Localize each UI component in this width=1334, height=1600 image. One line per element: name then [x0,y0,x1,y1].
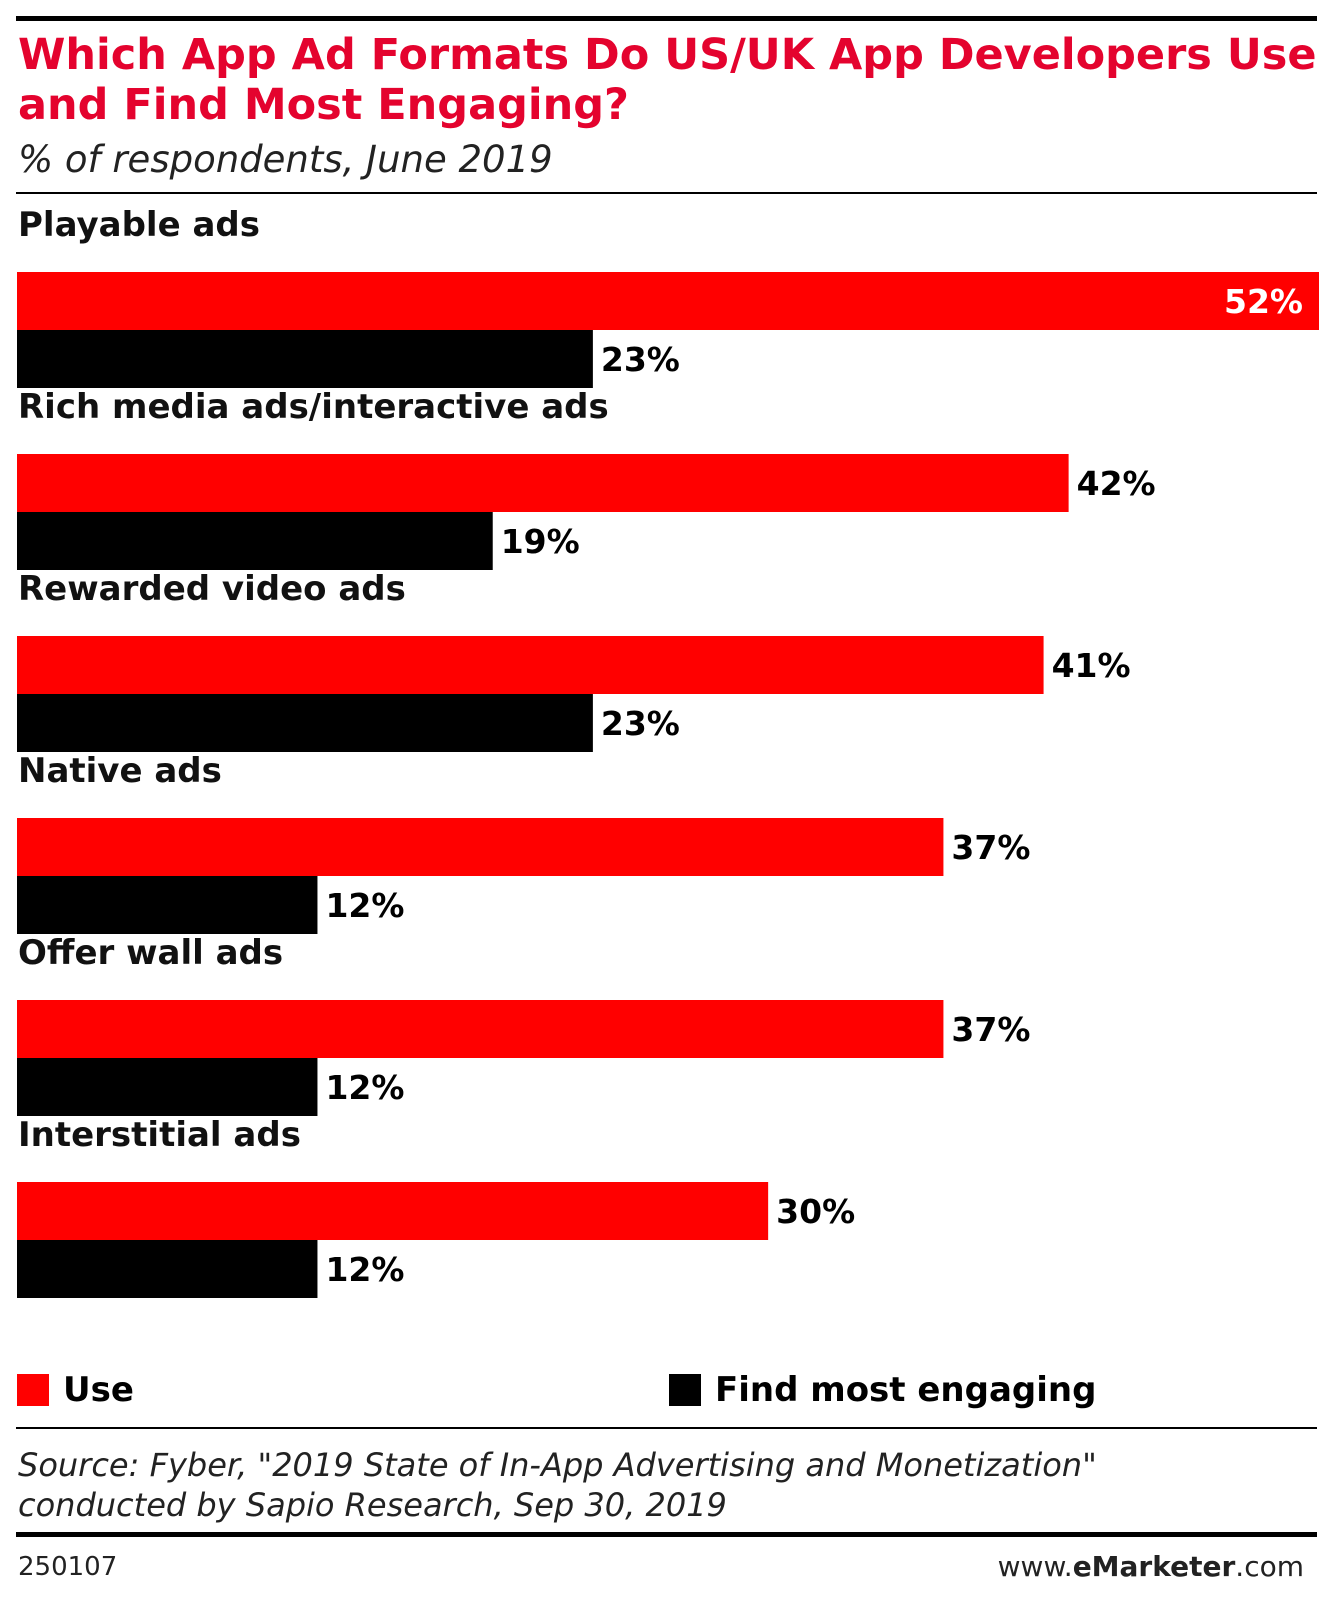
category-label-offer-wall-ads: Offer wall ads [18,933,283,973]
bar-find-most-engaging-native-ads [17,876,318,934]
brand-prefix: www. [997,1550,1073,1583]
legend-use: Use [17,1370,134,1410]
top-rule [16,16,1317,21]
category-label-playable-ads: Playable ads [18,205,260,245]
source-line-2: conducted by Sapio Research, Sep 30, 201… [18,1486,727,1524]
value-label-use-rewarded-video-ads: 41% [1052,646,1131,685]
chart-subtitle: % of respondents, June 2019 [18,138,553,181]
bar-use-native-ads [17,818,944,876]
bar-find-most-engaging-rewarded-video-ads [17,694,593,752]
value-label-find-most-engaging-native-ads: 12% [325,886,404,925]
bar-use-playable-ads [17,272,1319,330]
header-rule [16,192,1317,194]
value-label-use-native-ads: 37% [951,828,1030,867]
bar-use-rich-media-ads-interactive-ads [17,454,1069,512]
brand-url: www.eMarketer.com [998,1550,1304,1583]
chart-id: 250107 [18,1552,118,1582]
value-label-use-playable-ads: 52% [1224,282,1303,321]
bar-use-interstitial-ads [17,1182,769,1240]
footer-rule [16,1532,1317,1537]
category-label-native-ads: Native ads [18,751,222,791]
category-label-rich-media-ads-interactive-ads: Rich media ads/interactive ads [18,387,609,427]
chart-title: Which App Ad Formats Do US/UK App Develo… [18,30,1317,130]
bar-find-most-engaging-interstitial-ads [17,1240,318,1298]
value-label-find-most-engaging-offer-wall-ads: 12% [325,1068,404,1107]
legend-swatch-use [17,1374,49,1406]
bar-find-most-engaging-offer-wall-ads [17,1058,318,1116]
value-label-find-most-engaging-playable-ads: 23% [601,340,680,379]
legend-engaging: Find most engaging [669,1370,1096,1410]
value-label-find-most-engaging-interstitial-ads: 12% [325,1250,404,1289]
legend-swatch-engaging [669,1374,701,1406]
source-note: Source: Fyber, "2019 State of In-App Adv… [18,1445,1097,1525]
source-rule [16,1427,1317,1429]
value-label-find-most-engaging-rich-media-ads-interactive-ads: 19% [501,522,580,561]
brand-suffix: .com [1235,1550,1304,1583]
legend-label-engaging: Find most engaging [715,1370,1097,1410]
category-label-interstitial-ads: Interstitial ads [18,1115,301,1155]
brand-name: eMarketer [1072,1550,1236,1583]
category-label-rewarded-video-ads: Rewarded video ads [18,569,406,609]
bar-chart: Playable ads 52% 23% Rich media ads/interac… [17,205,1319,1298]
bar-find-most-engaging-rich-media-ads-interactive-ads [17,512,493,570]
legend-label-use: Use [63,1370,134,1410]
value-label-use-interstitial-ads: 30% [776,1192,855,1231]
value-label-use-rich-media-ads-interactive-ads: 42% [1077,464,1156,503]
bar-use-rewarded-video-ads [17,636,1044,694]
value-label-find-most-engaging-rewarded-video-ads: 23% [601,704,680,743]
bar-use-offer-wall-ads [17,1000,944,1058]
bar-find-most-engaging-playable-ads [17,330,593,388]
source-line-1: Source: Fyber, "2019 State of In-App Adv… [18,1446,1097,1484]
value-label-use-offer-wall-ads: 37% [951,1010,1030,1049]
